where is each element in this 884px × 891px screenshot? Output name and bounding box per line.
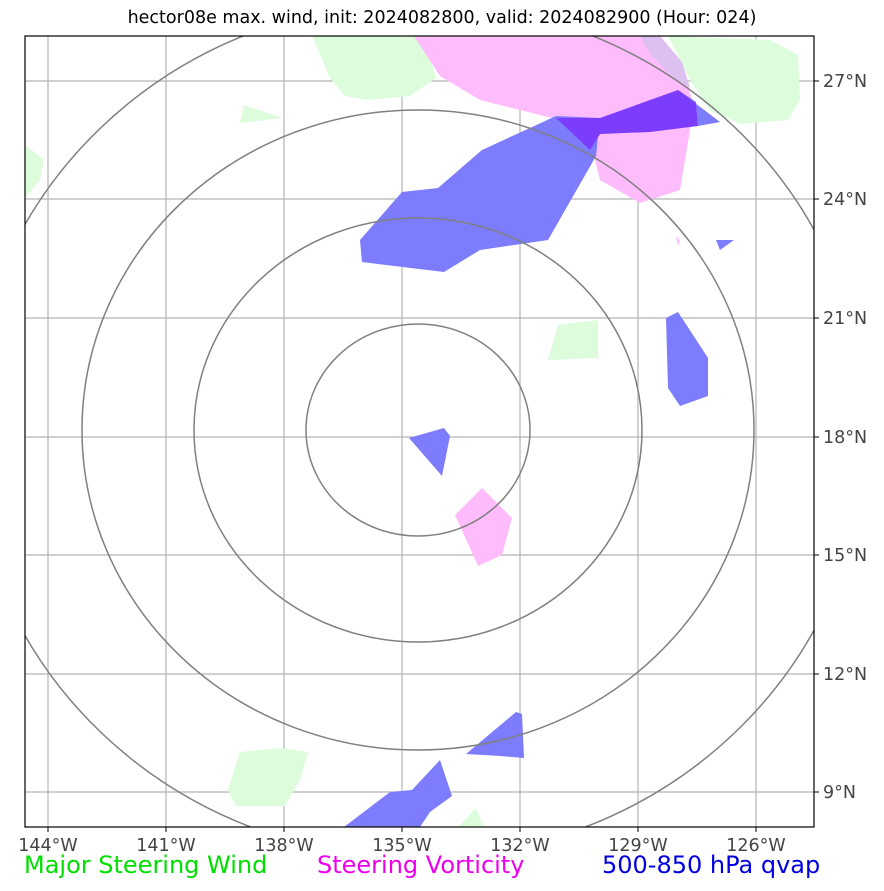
lat-label-24n: 24°N [823,190,867,210]
axis-ticks [47,80,819,832]
latitude-labels: 27°N 24°N 21°N 18°N 15°N 12°N 9°N [823,72,867,803]
lon-label-132w: 132°W [490,836,549,856]
lon-label-138w: 138°W [254,836,313,856]
radius-ring-3 [81,109,755,751]
vorticity-region-south [455,488,512,566]
qvap-region-northeast-tip [678,90,720,126]
qvap-region-east [666,312,708,406]
longitude-labels: 144°W 141°W 138°W 135°W 132°W 129°W 126°… [18,836,785,856]
map-plot-area [25,36,814,827]
wind-region-southwest [228,748,308,806]
vorticity-region-north [414,36,694,203]
legend-steering-wind: Major Steering Wind [24,851,268,879]
lat-label-15n: 15°N [823,546,867,566]
radius-ring-2 [193,217,643,643]
lon-label-141w: 141°W [136,836,195,856]
lon-label-144w: 144°W [18,836,77,856]
qvap-region-center [409,428,450,476]
map-frame [24,35,815,828]
gridlines [25,36,814,827]
qvap-region-south [344,760,452,827]
wind-region-east-mid [548,320,598,360]
qvap-regions [344,90,734,827]
radius-ring-1 [305,323,531,537]
wind-region-north [312,36,436,100]
wind-region-small-north [240,105,282,123]
legend-qvap: 500-850 hPa qvap [602,851,821,879]
wind-region-south [458,808,484,827]
qvap-region-small-east [716,240,734,250]
qvap-region-south-small [466,712,524,758]
lat-label-12n: 12°N [823,665,867,685]
steering-wind-regions [25,36,800,827]
steering-vorticity-regions [414,36,694,566]
wind-region-northeast [668,36,800,124]
qvap-region-north-band [360,116,600,272]
chart-title: hector08e max. wind, init: 2024082800, v… [127,8,757,28]
lon-label-126w: 126°W [726,836,785,856]
lon-label-135w: 135°W [372,836,431,856]
lon-label-129w: 129°W [608,836,667,856]
lat-label-21n: 21°N [823,309,867,329]
radius-rings [25,36,814,827]
legend-steering-vorticity: Steering Vorticity [317,851,525,879]
radius-ring-4 [25,36,814,827]
qvap-region-overlap [556,90,698,150]
wind-region-west-edge [25,145,44,198]
vorticity-region-small [676,236,680,246]
lat-label-18n: 18°N [823,428,867,448]
lat-label-9n: 9°N [823,783,856,803]
vorticity-region-northeast-overlap [640,36,690,88]
lat-label-27n: 27°N [823,72,867,92]
